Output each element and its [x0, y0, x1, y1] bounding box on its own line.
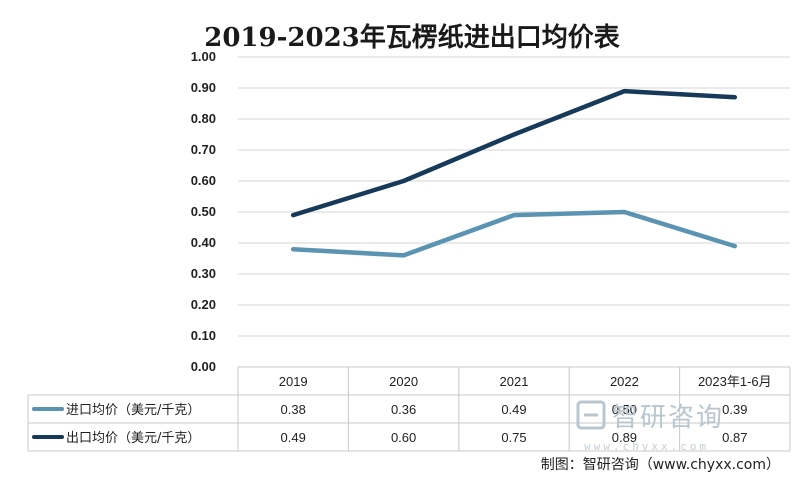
y-tick-label: 0.60 — [191, 173, 216, 188]
data-label: 0.87 — [722, 430, 747, 445]
data-label: 0.36 — [391, 402, 416, 417]
watermark-url: www.chyxx.com — [584, 440, 709, 453]
y-tick-label: 0.90 — [191, 80, 216, 95]
data-label: 0.49 — [281, 430, 306, 445]
y-tick-label: 0.00 — [191, 359, 216, 374]
series-line — [290, 209, 738, 258]
data-label: 0.38 — [281, 402, 306, 417]
data-label: 0.49 — [501, 402, 526, 417]
x-tick-label: 2023年1-6月 — [698, 374, 772, 389]
x-tick-label: 2022 — [610, 374, 639, 389]
y-tick-label: 0.70 — [191, 142, 216, 157]
data-label: 0.39 — [722, 402, 747, 417]
data-label: 0.89 — [612, 430, 637, 445]
x-tick-label: 2021 — [500, 374, 529, 389]
watermark-logo — [576, 400, 606, 430]
legend-label: 进口均价（美元/千克） — [66, 403, 200, 418]
chart-title: 2019-2023年瓦楞纸进出口均价表 — [204, 22, 621, 53]
x-tick-label: 2019 — [279, 374, 308, 389]
y-tick-label: 0.80 — [191, 111, 216, 126]
y-tick-label: 0.50 — [191, 204, 216, 219]
y-axis-ticks: 0.00 0.10 0.20 0.30 0.40 0.50 0.60 0.70 0.80 0.90… — [191, 49, 216, 374]
y-tick-label: 0.40 — [191, 235, 216, 250]
source-credit: 制图：智研咨询（www.chyxx.com） — [541, 457, 780, 473]
data-label: 0.75 — [501, 430, 526, 445]
series-line — [290, 88, 738, 218]
series-lines — [290, 88, 738, 258]
legend-label: 出口均价（美元/千克） — [66, 431, 200, 446]
y-tick-label: 0.10 — [191, 328, 216, 343]
y-tick-label: 0.30 — [191, 266, 216, 281]
y-tick-label: 1.00 — [191, 49, 216, 64]
data-label: 0.50 — [612, 402, 637, 417]
y-tick-label: 0.20 — [191, 297, 216, 312]
x-tick-label: 2020 — [389, 374, 418, 389]
watermark-name: 智研咨询 — [612, 403, 724, 433]
grid-lines — [238, 56, 790, 368]
data-label: 0.60 — [391, 430, 416, 445]
watermark: 智研咨询 www.chyxx.com — [576, 400, 724, 453]
